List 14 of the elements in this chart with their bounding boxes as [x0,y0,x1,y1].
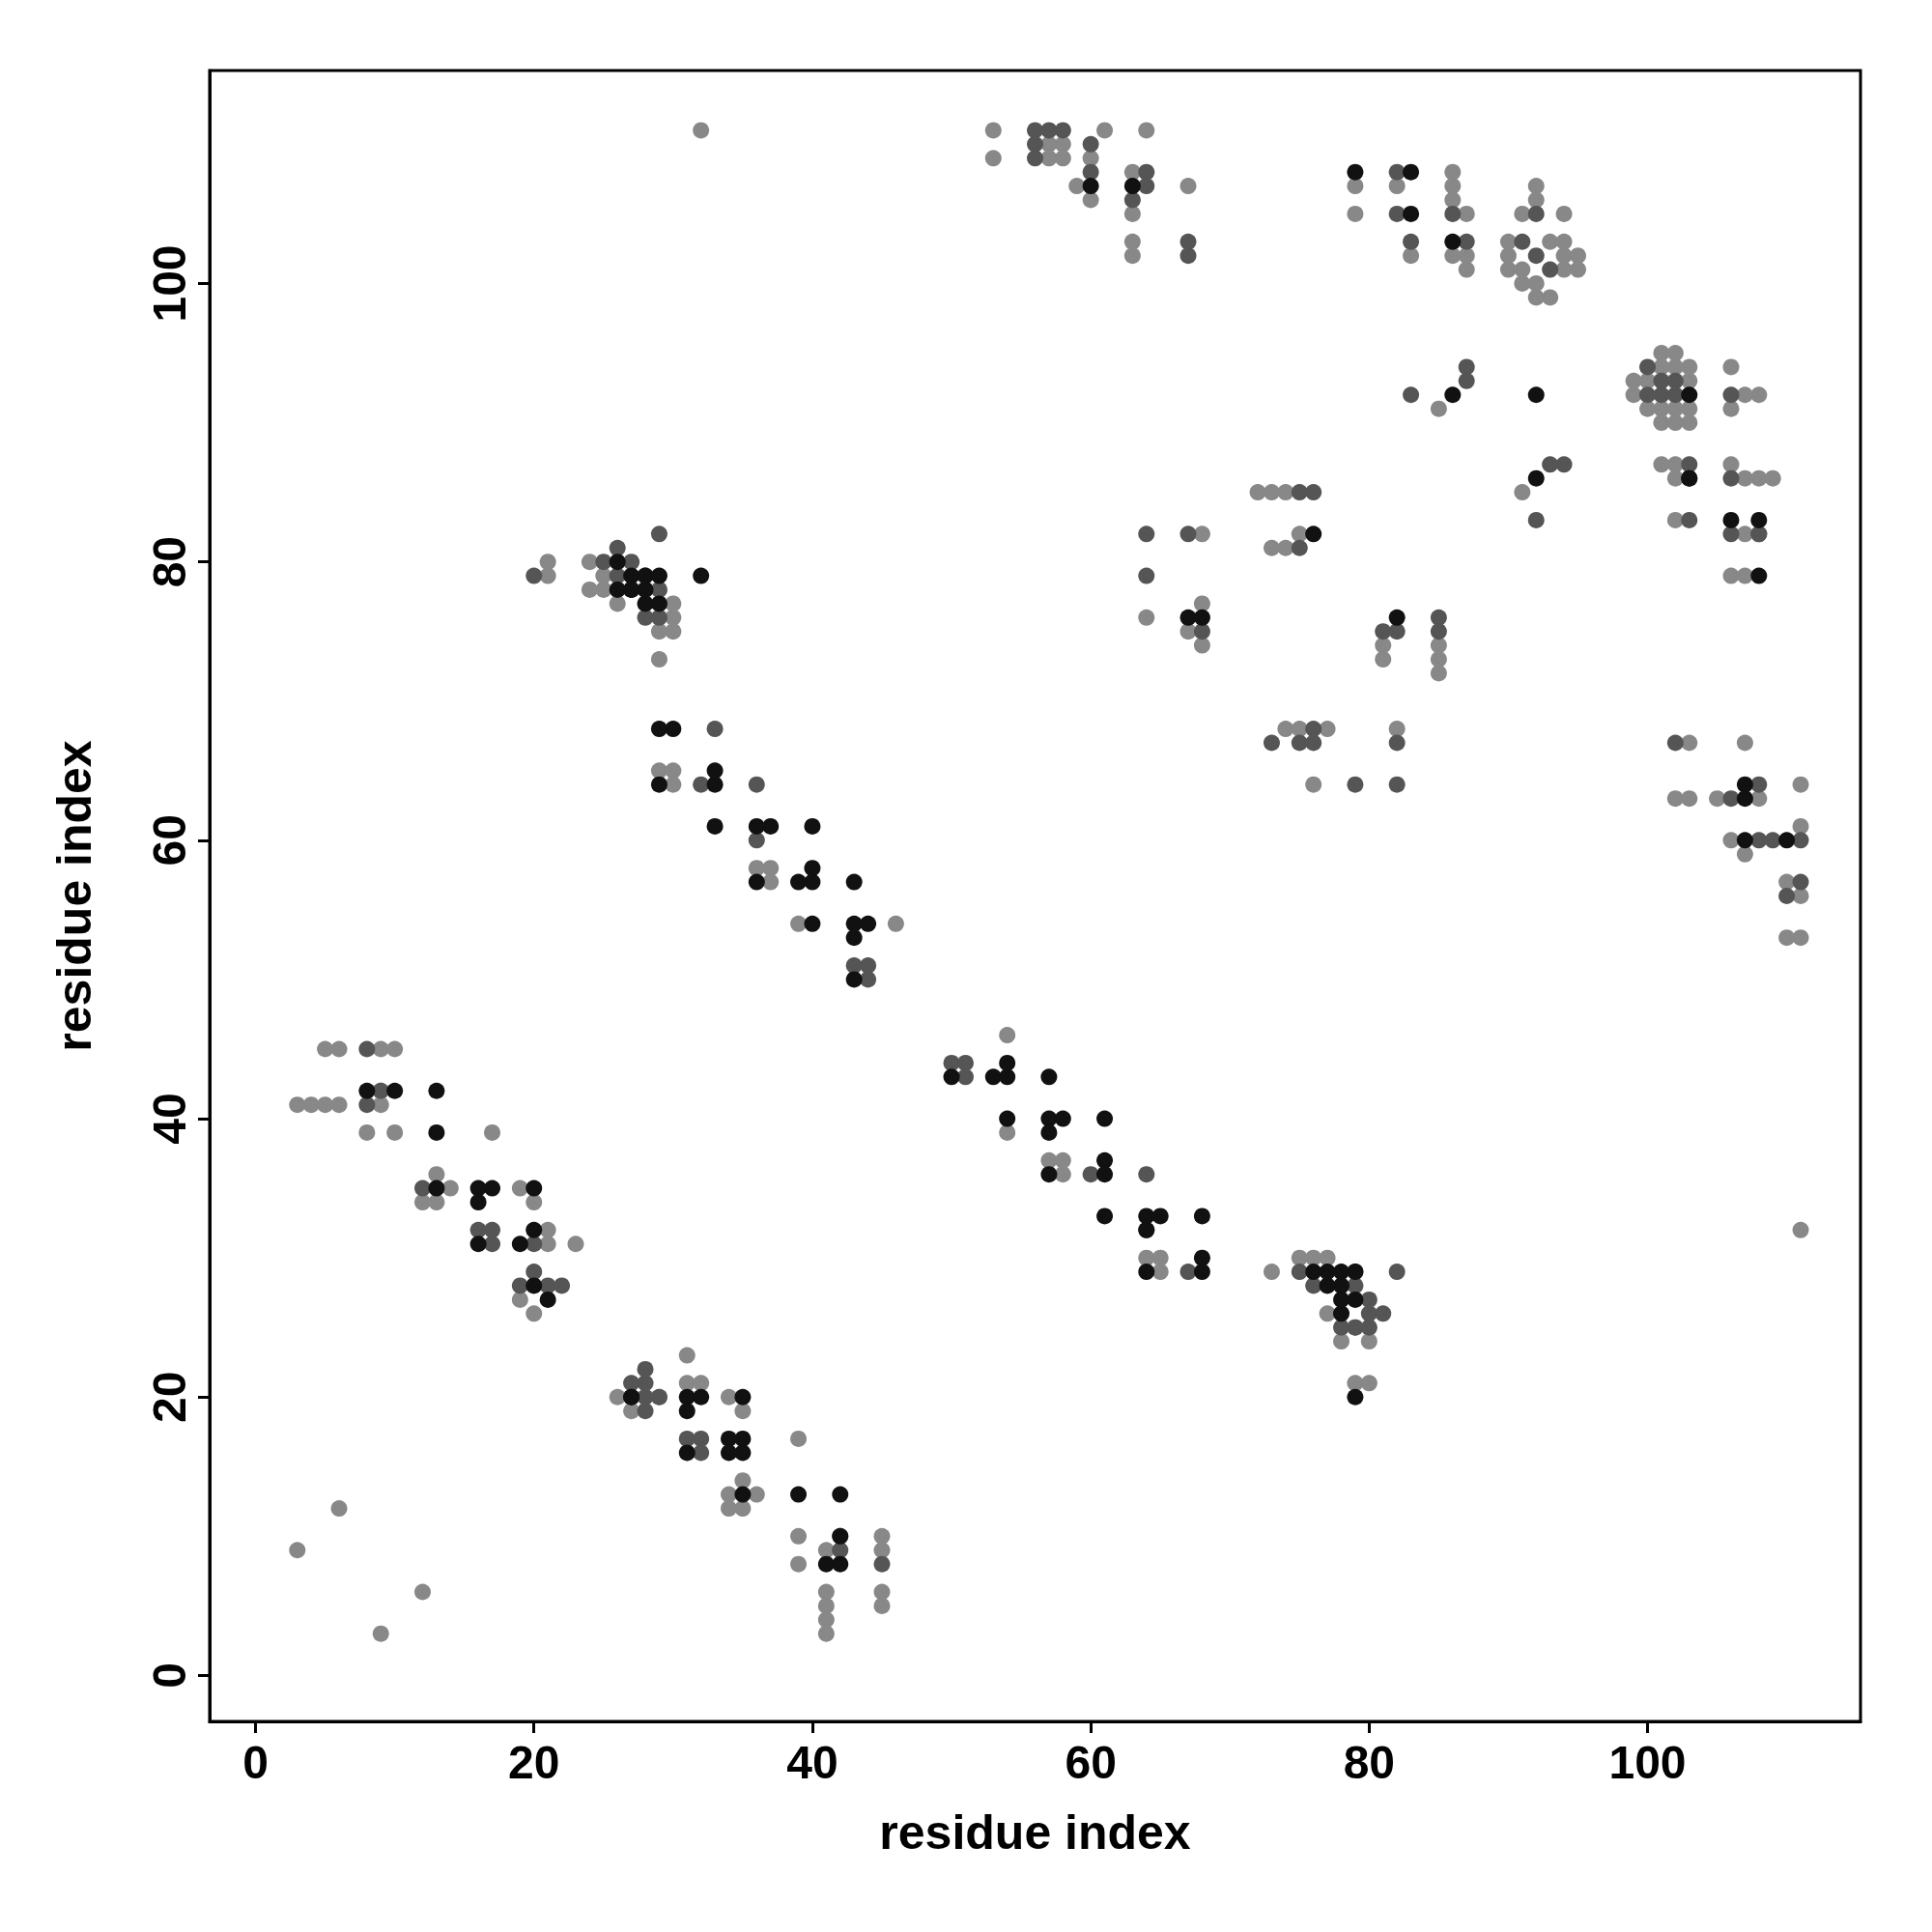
y-tick-label: 100 [143,244,195,323]
y-tick-label: 40 [143,1093,195,1145]
y-axis-title: residue index [47,740,101,1052]
x-tick-label: 20 [508,1736,560,1788]
x-tick-label: 40 [786,1736,838,1788]
x-tick-label: 60 [1065,1736,1117,1788]
y-tick-label: 80 [143,535,195,588]
y-tick-label: 0 [143,1662,195,1689]
x-axis-title: residue index [879,1805,1191,1860]
x-tick-label: 80 [1343,1736,1396,1788]
x-tick-label: 0 [242,1736,269,1788]
x-tick-label: 100 [1608,1736,1687,1788]
y-tick-label: 60 [143,814,195,867]
y-tick-label: 20 [143,1371,195,1423]
